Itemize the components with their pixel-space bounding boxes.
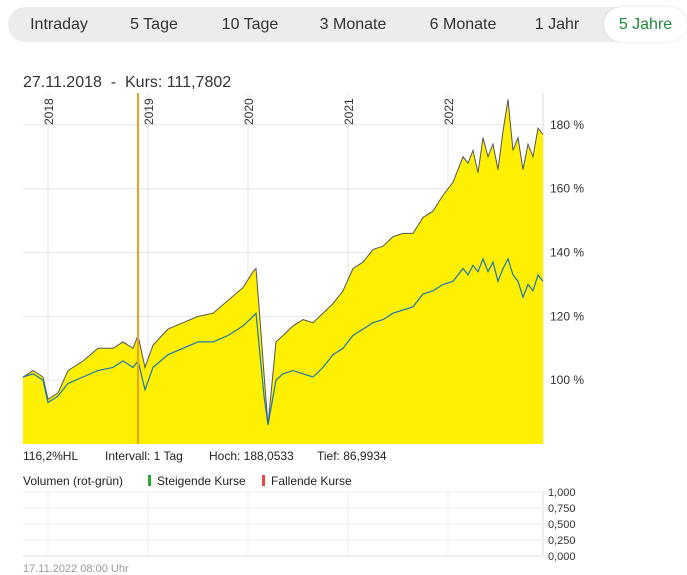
tab-3-monate[interactable]: 3 Monate <box>319 16 387 33</box>
volume-tick-label: 1,000 <box>548 487 576 499</box>
tab-1-jahr[interactable]: 1 Jahr <box>534 16 580 33</box>
performance-line <box>22 99 544 425</box>
x-tick-label: 2021 <box>342 98 356 125</box>
y-tick-label: 160 % <box>550 182 584 196</box>
header-price: Kurs: 111,7802 <box>125 74 232 91</box>
header-date: 27.11.2018 <box>23 74 102 91</box>
volume-tick-label: 0,500 <box>548 519 576 531</box>
legend-up-swatch <box>148 475 151 486</box>
tab-10-tage[interactable]: 10 Tage <box>221 16 279 33</box>
y-tick-label: 180 % <box>550 118 584 132</box>
header-separator: - <box>110 74 117 91</box>
legend-down-label: Fallende Kurse <box>271 474 352 488</box>
stat-hl: 116,2%HL <box>23 449 79 463</box>
legend-up-label: Steigende Kurse <box>157 474 246 488</box>
legend-down: Fallende Kurse <box>262 474 352 488</box>
x-tick-label: 2022 <box>442 98 456 125</box>
x-tick-label: 2019 <box>142 98 156 125</box>
y-tick-label: 140 % <box>550 246 584 260</box>
x-tick-label: 2018 <box>42 98 56 125</box>
benchmark-line <box>22 257 544 426</box>
stat-interval: Intervall: 1 Tag <box>105 449 183 463</box>
y-tick-label: 100 % <box>550 373 584 387</box>
volume-title: Volumen (rot-grün) <box>23 474 124 488</box>
legend-up: Steigende Kurse <box>148 474 246 488</box>
legend-down-swatch <box>262 475 265 486</box>
tab-6-monate[interactable]: 6 Monate <box>429 16 497 33</box>
tab-5-jahre[interactable]: 5 Jahre <box>604 7 687 42</box>
chart-axis-labels: 100 % 120 % 140 % 160 % 180 % 2018 2019 2020 202… <box>42 98 584 387</box>
stat-low: Tief: 86,9934 <box>317 449 387 463</box>
price-header: 27.11.2018 - Kurs: 111,7802 <box>23 74 231 92</box>
volume-tick-label: 0,000 <box>548 551 576 563</box>
volume-tick-label: 0,750 <box>548 503 576 515</box>
y-tick-label: 120 % <box>550 309 584 323</box>
performance-area <box>23 99 543 445</box>
stat-high: Hoch: 188,0533 <box>209 449 294 463</box>
tab-intraday[interactable]: Intraday <box>30 16 88 33</box>
volume-tick-label: 0,250 <box>548 535 576 547</box>
timeframe-tabbar: Intraday 5 Tage 10 Tage 3 Monate 6 Monat… <box>8 7 687 42</box>
x-tick-label: 2020 <box>242 98 256 125</box>
tab-5-tage[interactable]: 5 Tage <box>130 16 178 33</box>
volume-panel: 1,000 0,750 0,500 0,250 0,000 <box>23 487 576 563</box>
footer-timestamp: 17.11.2022 08:00 Uhr <box>23 563 129 575</box>
